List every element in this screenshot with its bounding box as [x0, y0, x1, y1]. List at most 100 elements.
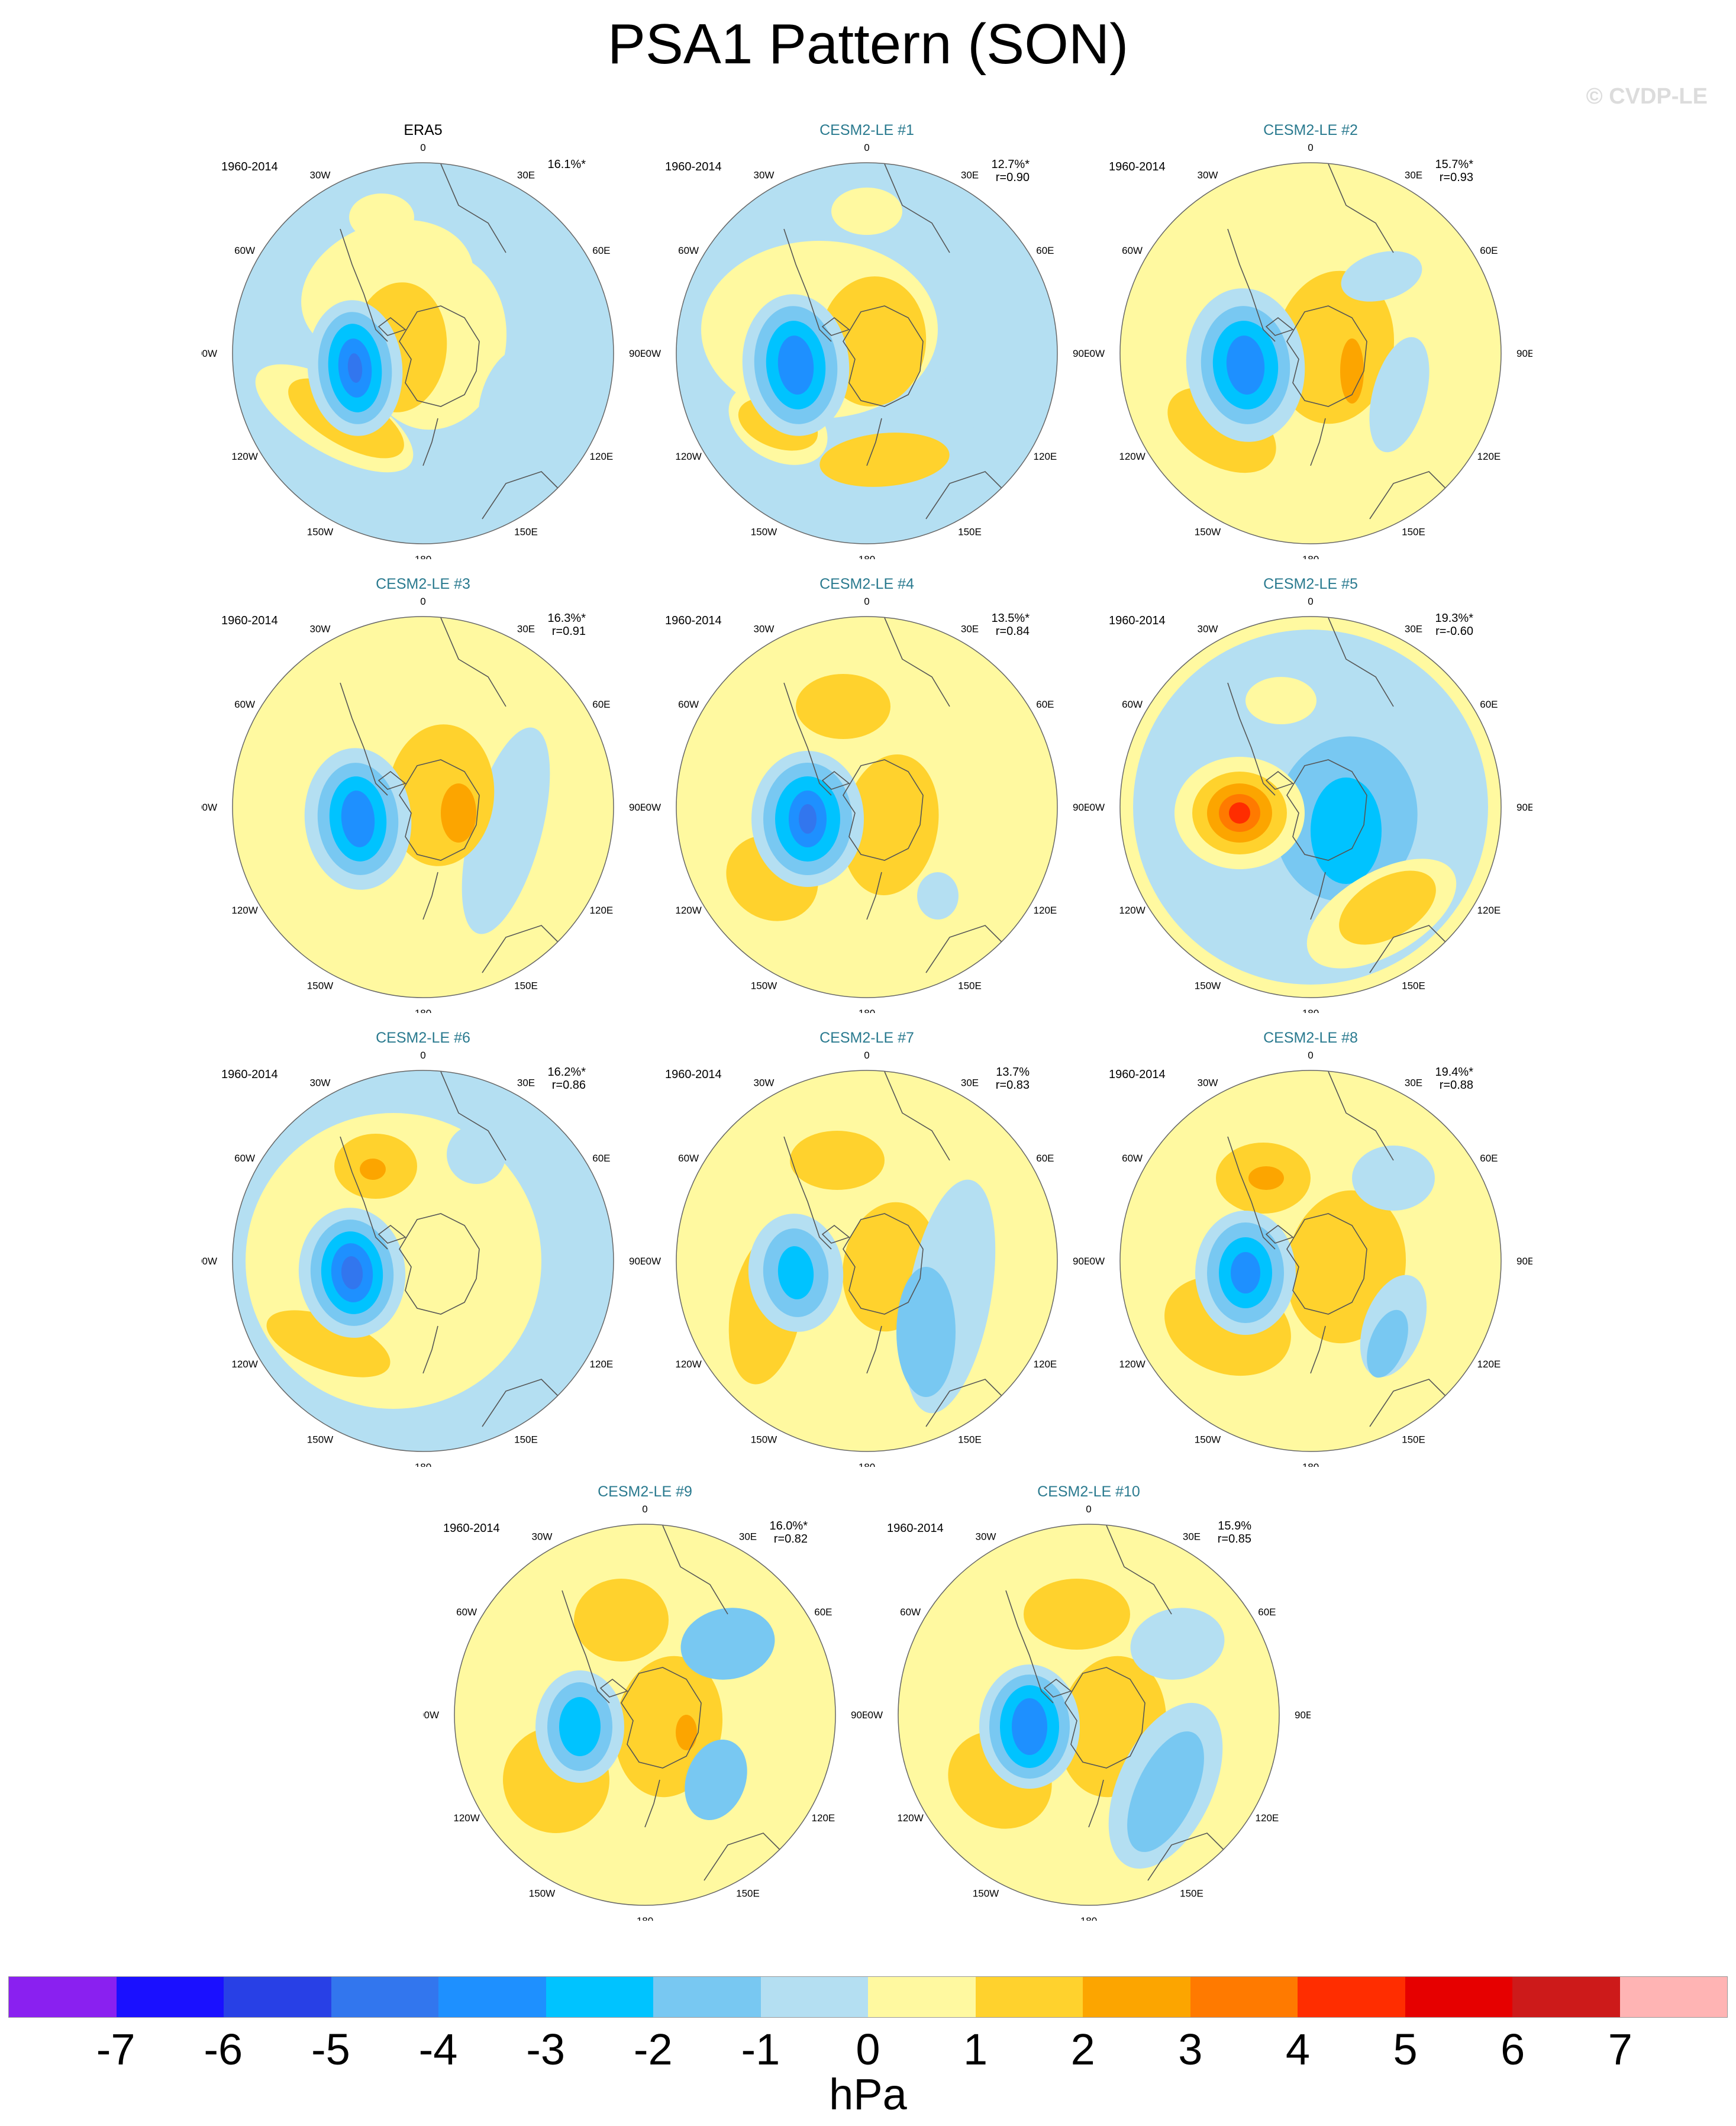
coastline — [1227, 682, 1276, 796]
longitude-label: 120E — [1477, 451, 1501, 462]
anomaly-contour — [1226, 335, 1265, 395]
panel-variance-pct: 19.3%* — [1435, 612, 1474, 625]
longitude-label: 60W — [234, 245, 255, 256]
coastline — [925, 925, 1003, 973]
anomaly-contour — [341, 791, 375, 847]
longitude-label: 150E — [1402, 1434, 1425, 1445]
coastline — [1286, 305, 1367, 407]
coastline — [1265, 770, 1294, 790]
panel-title: CESM2-LE #10 — [1037, 1483, 1140, 1500]
longitude-label: 180 — [859, 1462, 875, 1467]
anomaly-contour — [1248, 1166, 1284, 1190]
longitude-label: 120W — [1119, 451, 1145, 462]
coastline — [1286, 1213, 1367, 1315]
coastline — [377, 317, 406, 336]
panel-title: ERA5 — [404, 122, 443, 138]
coastline — [1310, 1325, 1326, 1374]
longitude-label: 90W — [423, 1709, 439, 1721]
longitude-label: 120E — [590, 905, 614, 916]
longitude-label: 150W — [973, 1888, 999, 1899]
panel-pattern-correlation: r=-0.60 — [1435, 625, 1473, 638]
colorbar — [8, 1976, 1728, 2018]
coastline — [422, 872, 438, 920]
panel-period: 1960-2014 — [665, 160, 722, 173]
coastline — [884, 163, 950, 253]
map-border — [1119, 1070, 1502, 1452]
panel-period: 1960-2014 — [665, 1068, 722, 1081]
colorbar-tick-label: 5 — [1393, 2025, 1418, 2074]
longitude-label: 120E — [590, 451, 614, 462]
anomaly-contour — [1245, 677, 1316, 724]
colorbar-cell — [1083, 1977, 1190, 2017]
anomaly-contour — [896, 1267, 956, 1397]
longitude-label: 90W — [1089, 1256, 1105, 1267]
longitude-label: 150W — [307, 980, 333, 991]
colorbar-cell — [1190, 1977, 1298, 2017]
coastline — [866, 872, 882, 920]
panel-variance-pct: 15.9% — [1218, 1520, 1251, 1533]
longitude-label: 60W — [1122, 1153, 1143, 1164]
colorbar-tick-label: 2 — [1070, 2025, 1095, 2074]
longitude-label: 60W — [900, 1606, 921, 1618]
anomaly-contour — [1229, 802, 1250, 824]
colorbar-tick-label: 0 — [856, 2025, 880, 2074]
anomaly-contour — [842, 754, 939, 895]
colorbar-tick-label: 6 — [1501, 2025, 1525, 2074]
longitude-label: 30W — [310, 624, 331, 635]
panel-pattern-correlation: r=0.88 — [1439, 1079, 1473, 1092]
colorbar-tick-label: -2 — [633, 2025, 673, 2074]
coastline — [1286, 759, 1367, 861]
colorbar-unit-label: hPa — [829, 2070, 907, 2119]
anomaly-contour — [1367, 1309, 1408, 1378]
longitude-label: 180 — [1302, 1462, 1319, 1467]
longitude-label: 30E — [517, 170, 535, 181]
panel-period: 1960-2014 — [221, 160, 278, 173]
coastline — [843, 759, 924, 861]
panel-period: 1960-2014 — [221, 614, 278, 627]
longitude-label: 120E — [1477, 1359, 1501, 1370]
colorbar-cell — [9, 1977, 117, 2017]
coastline — [1369, 925, 1447, 973]
longitude-label: 150E — [514, 980, 538, 991]
panel-variance-pct: 19.4%* — [1435, 1066, 1474, 1079]
longitude-label: 60W — [1122, 245, 1143, 256]
longitude-label: 90W — [201, 1256, 217, 1267]
colorbar-tick-label: -6 — [204, 2025, 243, 2074]
panel-pattern-correlation: r=0.83 — [995, 1079, 1030, 1092]
coastline — [1328, 617, 1394, 707]
longitude-label: 180 — [415, 1462, 431, 1467]
longitude-label: 150W — [529, 1888, 555, 1899]
coastline — [884, 617, 950, 707]
longitude-label: 90E — [1073, 1256, 1089, 1267]
anomaly-contour — [478, 349, 534, 440]
anomaly-contour — [1352, 1146, 1435, 1211]
coastline — [482, 471, 560, 520]
panel-title: CESM2-LE #2 — [1263, 122, 1358, 138]
coastline — [1227, 1136, 1276, 1250]
longitude-label: 180 — [415, 554, 431, 559]
longitude-label: 90W — [645, 802, 661, 813]
anomaly-contour — [341, 1256, 363, 1289]
longitude-label: 60E — [1480, 1153, 1498, 1164]
longitude-label: 90E — [1073, 802, 1089, 813]
anomaly-contour — [676, 1715, 697, 1750]
longitude-label: 60W — [234, 1153, 255, 1164]
polar-map: 0 30E 60E 90E 120E 150E 180 150W 120W 90W 60W 30W — [1089, 1050, 1532, 1467]
coastline — [925, 471, 1003, 520]
coastline — [562, 1590, 610, 1704]
anomaly-contour — [1341, 251, 1422, 302]
panel-title: CESM2-LE #4 — [819, 576, 914, 592]
map-border — [676, 162, 1058, 544]
anomaly-contour — [819, 433, 950, 487]
longitude-label: 60E — [1258, 1606, 1276, 1618]
colorbar-tick-label: 3 — [1178, 2025, 1203, 2074]
map-panel: CESM2-LE #1 1960-2014 12.7%* r=0.90 0 30E 60E 9… — [645, 121, 1089, 559]
colorbar-cell — [975, 1977, 1083, 2017]
longitude-label: 30W — [976, 1531, 996, 1543]
longitude-label: 60W — [678, 699, 699, 710]
longitude-label: 30W — [754, 170, 775, 181]
map-panel: CESM2-LE #8 1960-2014 19.4%* r=0.88 0 30E 60E 9… — [1089, 1029, 1532, 1467]
colorbar-tick-label: -5 — [311, 2025, 350, 2074]
longitude-label: 150E — [736, 1888, 760, 1899]
map-panel: CESM2-LE #2 1960-2014 15.7%* r=0.93 0 30E 60E 9… — [1089, 121, 1532, 559]
